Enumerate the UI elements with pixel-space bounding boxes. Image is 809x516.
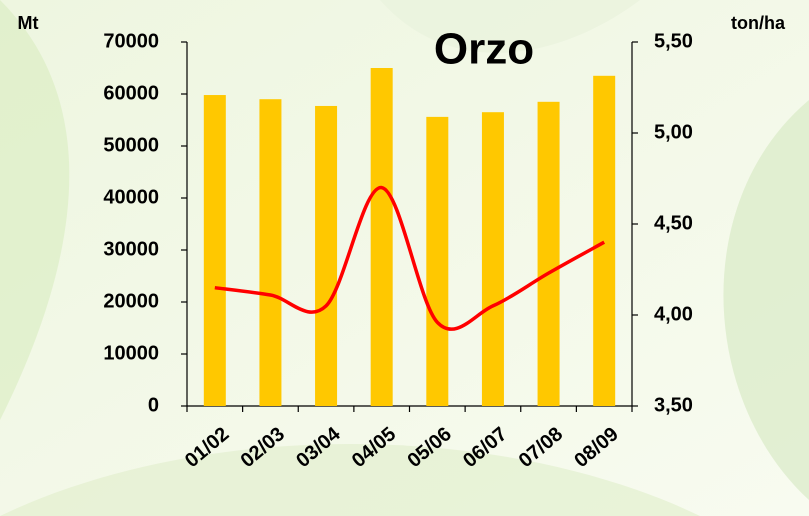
y-tick-label: 60000 <box>103 82 159 104</box>
y-tick-label: 10000 <box>103 342 159 364</box>
bar <box>426 117 448 406</box>
bar <box>371 68 393 406</box>
bar <box>259 99 281 406</box>
y-tick-label: 30000 <box>103 238 159 260</box>
y2-tick-label: 5,50 <box>654 30 693 52</box>
y2-tick-label: 3,50 <box>654 394 693 416</box>
y-tick-label: 70000 <box>103 30 159 52</box>
y-tick-label: 40000 <box>103 186 159 208</box>
bar <box>204 95 226 406</box>
bar <box>482 112 504 406</box>
bar <box>538 102 560 406</box>
chart-title: Orzo <box>434 25 534 74</box>
y-tick-label: 50000 <box>103 134 159 156</box>
y2-tick-label: 5,00 <box>654 121 693 143</box>
y-tick-label: 20000 <box>103 290 159 312</box>
bar <box>593 76 615 406</box>
y2-tick-label: 4,50 <box>654 212 693 234</box>
y-tick-label: 0 <box>148 394 159 416</box>
y-axis-label: Mt <box>18 13 39 33</box>
bar <box>315 106 337 406</box>
y2-axis-label: ton/ha <box>731 13 786 33</box>
chart: Orzo Mt ton/ha 0 10000 20000 30000 40000 5000… <box>0 0 809 516</box>
y2-tick-label: 4,00 <box>654 303 693 325</box>
